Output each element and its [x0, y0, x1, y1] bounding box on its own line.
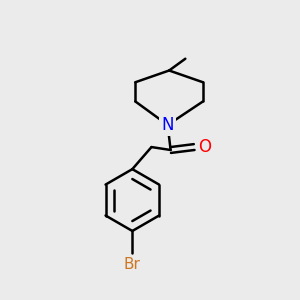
- Text: O: O: [198, 138, 211, 156]
- Text: N: N: [161, 116, 174, 134]
- Text: Br: Br: [124, 256, 141, 272]
